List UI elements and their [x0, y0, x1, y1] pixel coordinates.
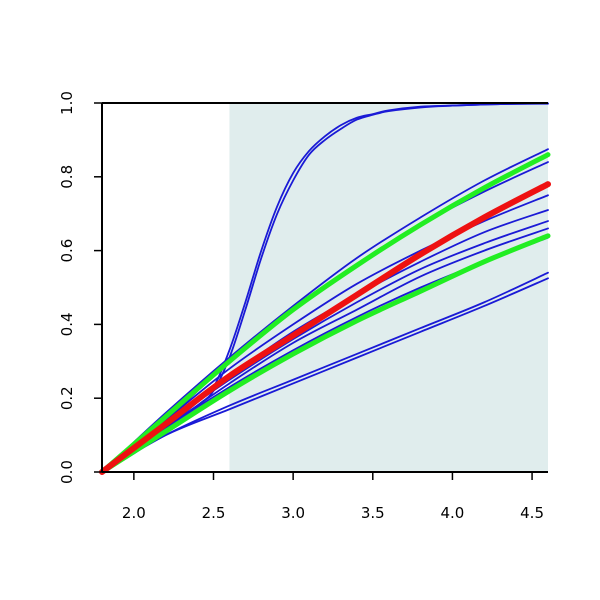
shaded-region — [229, 103, 548, 472]
x-tick-label: 3.5 — [361, 504, 385, 522]
band-line-11 — [99, 152, 551, 475]
y-tick-label: 0.0 — [58, 460, 76, 484]
x-tick-label: 4.5 — [520, 504, 544, 522]
y-tick-label: 1.0 — [58, 91, 76, 115]
y-axis-ticks: 0.0 0.2 0.4 0.6 0.8 1.0 — [58, 91, 102, 484]
ensemble-line-10 — [101, 277, 549, 473]
x-tick-label: 4.0 — [440, 504, 464, 522]
series-layer — [99, 102, 551, 475]
y-tick-label: 0.2 — [58, 386, 76, 410]
x-axis-ticks: 2.0 2.5 3.0 3.5 4.0 4.5 — [122, 472, 544, 522]
x-tick-label: 3.0 — [281, 504, 305, 522]
x-tick-label: 2.5 — [202, 504, 226, 522]
ensemble-line-2 — [101, 148, 549, 473]
central-line-13 — [99, 181, 551, 475]
y-tick-label: 0.8 — [58, 165, 76, 189]
y-tick-label: 0.4 — [58, 312, 76, 336]
y-tick-label: 0.6 — [58, 239, 76, 263]
x-tick-label: 2.0 — [122, 504, 146, 522]
band-line-12 — [99, 233, 551, 475]
